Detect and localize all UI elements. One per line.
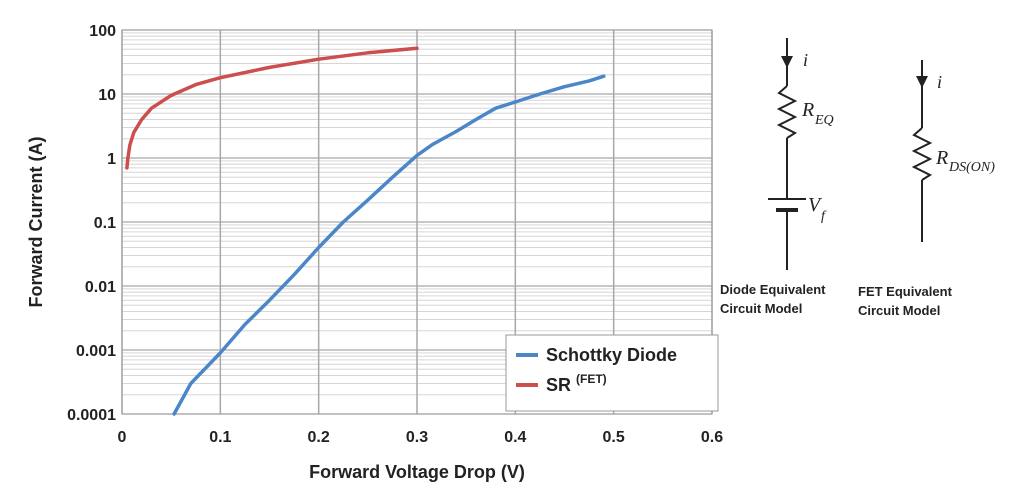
legend: Schottky Diode SR (FET) xyxy=(505,334,719,412)
x-tick-label: 0.5 xyxy=(603,429,625,446)
y-tick-labels: 0.0001 0.001 0.01 0.1 1 10 100 xyxy=(67,23,116,424)
y-tick-label: 10 xyxy=(98,87,116,104)
fet-resistor-label: R xyxy=(935,147,948,169)
x-tick-label: 0.6 xyxy=(701,429,723,446)
x-tick-label: 0.2 xyxy=(308,429,330,446)
y-tick-label: 100 xyxy=(89,23,116,40)
diode-source-label: V xyxy=(808,194,823,216)
x-tick-label: 0.3 xyxy=(406,429,428,446)
plot-border xyxy=(121,29,713,415)
y-tick-label: 0.1 xyxy=(94,215,116,232)
diode-source-subscript: f xyxy=(821,209,827,224)
diode-resistor-subscript: EQ xyxy=(814,113,834,128)
diode-current-label: i xyxy=(803,50,808,70)
x-tick-label: 0.1 xyxy=(209,429,231,446)
fet-resistor-icon xyxy=(911,127,933,181)
series-layer xyxy=(125,46,606,416)
fet-resistor-subscript: DS(ON) xyxy=(948,160,995,175)
legend-box xyxy=(505,334,719,412)
diode-resistor-icon xyxy=(776,85,798,139)
y-tick-label: 1 xyxy=(107,151,116,168)
fet-caption-line1: FET Equivalent xyxy=(858,284,953,299)
x-tick-labels: 0 0.1 0.2 0.3 0.4 0.5 0.6 xyxy=(118,429,724,446)
series-line-schottky-diode xyxy=(172,74,606,416)
legend-label-sr-sup: (FET) xyxy=(576,372,607,386)
fet-caption-line2: Circuit Model xyxy=(858,303,940,318)
diode-caption-line2: Circuit Model xyxy=(720,301,802,316)
y-tick-label: 0.001 xyxy=(76,343,116,360)
fet-circuit: i R DS(ON) FET Equivalent Circuit Model xyxy=(858,60,995,318)
x-axis-title: Forward Voltage Drop (V) xyxy=(309,462,525,482)
y-tick-label: 0.0001 xyxy=(67,407,116,424)
legend-label-schottky: Schottky Diode xyxy=(546,345,677,365)
series-line-sr xyxy=(125,46,419,170)
x-tick-label: 0.4 xyxy=(504,429,526,446)
x-tick-label: 0 xyxy=(118,429,127,446)
diode-current-arrow-icon xyxy=(781,56,793,68)
diode-caption-line1: Diode Equivalent xyxy=(720,282,826,297)
legend-label-sr: SR xyxy=(546,375,571,395)
fet-current-label: i xyxy=(937,72,942,92)
y-axis-title: Forward Current (A) xyxy=(26,136,46,307)
diode-circuit: i R EQ V f Diode Equivalent Circuit Mode… xyxy=(720,38,834,316)
fet-current-arrow-icon xyxy=(916,76,928,88)
diode-resistor-label: R xyxy=(801,99,814,121)
y-tick-label: 0.01 xyxy=(85,279,116,296)
